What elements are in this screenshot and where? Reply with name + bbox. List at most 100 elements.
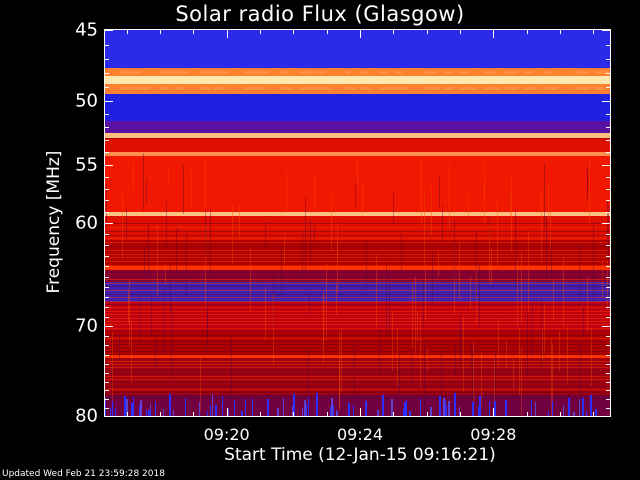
time-streak [230,337,232,407]
time-streak [589,158,591,225]
y-minor-tick [105,152,109,154]
noise-spike [154,401,156,416]
y-minor-tick [606,297,610,299]
noise-spike [552,401,554,416]
y-minor-tick [606,390,610,392]
time-streak [119,334,121,361]
time-streak [562,257,564,330]
burst-mark [315,70,326,74]
x-minor-tick [560,412,561,416]
time-streak [361,182,363,215]
x-tick-mark [493,408,495,416]
time-streak [520,250,522,323]
y-tick-mark [105,416,113,417]
time-streak [438,177,440,208]
noise-spike [233,400,235,416]
time-streak [550,208,552,251]
burst-mark [215,70,228,74]
noise-spike [446,408,448,416]
noise-spike [442,397,445,416]
time-streak [166,200,168,248]
time-streak [497,319,499,366]
noise-spike [504,399,507,416]
noise-spike [364,400,367,416]
time-streak [548,180,550,219]
noise-spike [336,410,338,416]
y-minor-tick [105,399,109,400]
y-minor-tick [105,113,109,115]
burst-mark [360,70,367,74]
x-minor-tick [260,412,261,416]
time-streak [112,331,114,406]
burst-mark [545,87,557,91]
y-tick-label: 55 [75,154,98,176]
noise-spike [448,400,451,416]
burst-mark [135,87,150,91]
y-minor-tick [606,139,610,141]
y-minor-tick [606,306,610,308]
y-tick-mark [602,223,610,224]
noise-spike [572,411,575,416]
time-streak [526,308,528,376]
texture-line [105,238,610,240]
noise-spike [148,409,151,416]
burst-mark [595,70,609,74]
time-streak [479,264,481,326]
time-streak [421,156,423,225]
noise-spike [112,401,114,416]
noise-spike [488,401,490,416]
texture-line [105,246,610,248]
burst-mark [445,87,453,91]
time-streak [388,267,390,334]
time-streak [354,181,356,206]
noise-spike [123,395,126,416]
time-streak [339,360,341,408]
frequency-band [105,76,610,85]
frequency-band [105,152,610,157]
noise-spike [214,405,217,416]
y-tick-mark [602,100,610,102]
time-streak [336,222,338,258]
time-streak [121,193,123,260]
chart-title: Solar radio Flux (Glasgow) [175,2,465,26]
texture-line [105,397,610,399]
x-minor-tick [293,30,295,34]
time-streak [280,246,282,297]
texture-line [105,337,610,339]
y-minor-tick [606,244,610,246]
noise-spike [493,401,496,416]
noise-spike [409,411,412,416]
y-minor-tick [606,44,610,46]
time-streak [356,160,358,187]
time-streak [366,241,368,292]
noise-spike [439,396,442,416]
time-streak [441,205,443,242]
time-streak [127,289,129,324]
time-streak [489,217,491,239]
burst-mark [245,70,258,74]
y-minor-tick [105,188,109,190]
time-streak [470,344,472,368]
y-tick-mark [602,30,610,31]
time-streak [304,197,306,253]
noise-spike [585,411,587,416]
noise-spike [209,404,211,416]
frequency-band [105,266,610,271]
texture-line [105,357,610,359]
burst-mark [280,70,289,74]
x-tick-label: 09:20 [203,425,250,444]
time-streak [283,232,285,265]
y-minor-tick [105,345,109,347]
x-minor-tick [393,412,395,416]
burst-mark [345,70,351,74]
time-streak [341,327,343,392]
texture-line [105,334,610,336]
noise-spike [562,404,564,416]
frequency-band [105,331,610,355]
time-streak [511,177,513,253]
time-streak [378,330,380,377]
x-minor-tick [193,412,195,416]
noise-spike [146,410,148,416]
time-streak [494,356,496,416]
time-streak [591,326,593,387]
